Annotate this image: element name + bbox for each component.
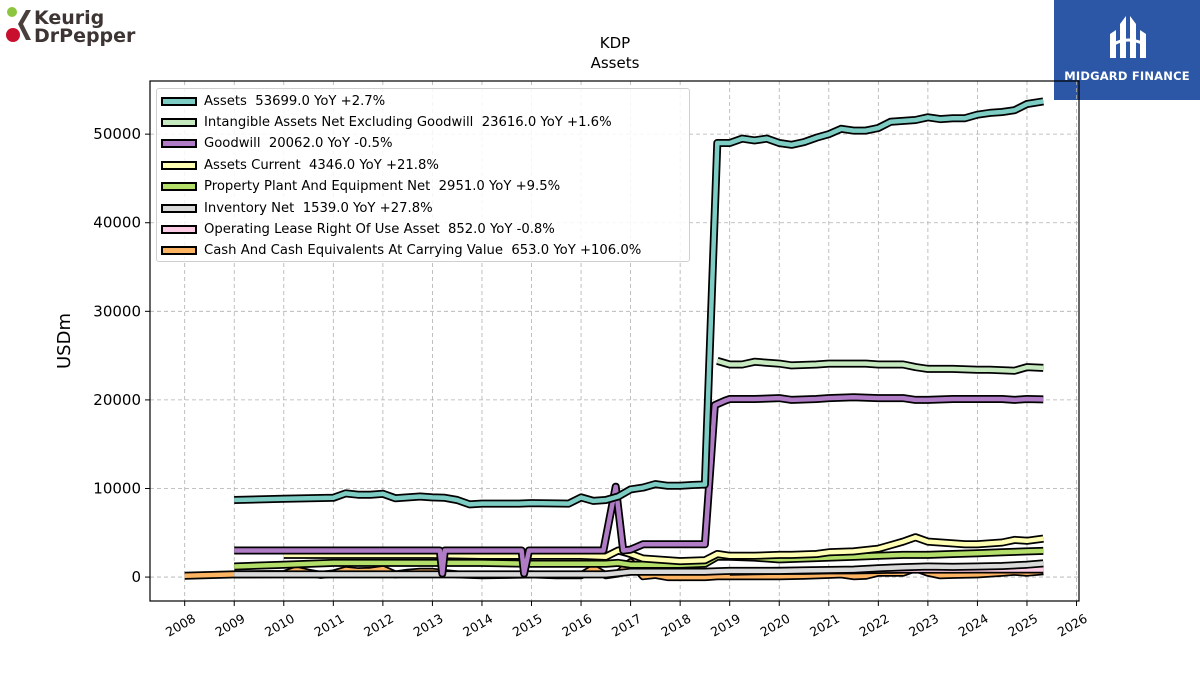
x-tick-label: 2012 xyxy=(361,611,396,640)
legend-item: Goodwill 20062.0 YoY -0.5% xyxy=(161,134,393,154)
y-tick-label: 40000 xyxy=(93,214,141,232)
x-tick-label: 2024 xyxy=(956,611,991,640)
midgard-emblem-icon xyxy=(1110,16,1146,58)
series-lines xyxy=(184,97,1044,582)
legend-swatch xyxy=(161,246,197,256)
x-tick-label: 2022 xyxy=(857,611,892,640)
logo-dot-green xyxy=(7,7,17,17)
x-tick-label: 2009 xyxy=(212,611,247,640)
legend-item: Assets Current 4346.0 YoY +21.8% xyxy=(161,155,439,175)
series-line-intangible-assets-net-excluding-goodwill xyxy=(716,358,1044,373)
series-line-assets xyxy=(234,99,1044,507)
legend-item: Assets 53699.0 YoY +2.7% xyxy=(161,91,385,111)
plot-frame xyxy=(149,80,1080,602)
legend-swatch xyxy=(161,224,197,234)
legend-label: Inventory Net 1539.0 YoY +27.8% xyxy=(204,200,433,216)
legend-label: Property Plant And Equipment Net 2951.0 … xyxy=(204,179,561,195)
y-axis-label: USDm xyxy=(54,313,75,369)
x-tick-label: 2015 xyxy=(510,611,545,640)
x-tick-label: 2008 xyxy=(163,611,198,640)
legend-swatch xyxy=(161,139,197,149)
logo-line1: Keurig xyxy=(34,7,104,29)
x-tick-label: 2016 xyxy=(559,611,594,640)
x-tick-label: 2014 xyxy=(460,611,495,640)
legend-swatch xyxy=(161,203,197,213)
legend-swatch xyxy=(161,117,197,127)
y-tick-label: 50000 xyxy=(93,125,141,143)
chart-title: KDP xyxy=(600,34,630,52)
x-tick-label: 2026 xyxy=(1055,611,1090,640)
x-tick-label: 2010 xyxy=(262,611,297,640)
series-line-goodwill xyxy=(234,395,1044,576)
y-tick-label: 20000 xyxy=(93,391,141,409)
x-tick-label: 2011 xyxy=(312,611,347,640)
legend-label: Operating Lease Right Of Use Asset 852.0… xyxy=(204,221,555,237)
x-tick-label: 2017 xyxy=(609,611,644,640)
x-tick-label: 2013 xyxy=(411,611,446,640)
legend-item: Operating Lease Right Of Use Asset 852.0… xyxy=(161,219,555,239)
legend-item: Intangible Assets Net Excluding Goodwill… xyxy=(161,112,612,132)
x-tick-label: 2019 xyxy=(708,611,743,640)
legend-swatch xyxy=(161,182,197,192)
legend-label: Assets 53699.0 YoY +2.7% xyxy=(204,93,386,109)
logo-chevron xyxy=(18,10,31,40)
legend-label: Cash And Cash Equivalents At Carrying Va… xyxy=(204,243,642,259)
midgard-finance-wordmark: MIDGARD FINANCE xyxy=(1064,69,1190,83)
keurig-dr-pepper-logo: Keurig DrPepper xyxy=(6,7,136,47)
x-tick-label: 2020 xyxy=(757,611,792,640)
legend-item: Property Plant And Equipment Net 2951.0 … xyxy=(161,177,560,197)
x-tick-label: 2023 xyxy=(906,611,941,640)
chart-subtitle: Assets xyxy=(591,54,640,72)
series-line-assets-current xyxy=(283,534,1044,564)
legend-label: Assets Current 4346.0 YoY +21.8% xyxy=(204,157,439,173)
chart-legend: Assets 53699.0 YoY +2.7% Intangible Asset… xyxy=(156,88,690,262)
x-tick-label: 2021 xyxy=(807,611,842,640)
midgard-finance-logo: MIDGARD FINANCE xyxy=(1054,0,1200,100)
series-line-inventory-net xyxy=(234,561,1044,577)
legend-item: Inventory Net 1539.0 YoY +27.8% xyxy=(161,198,433,218)
logo-line2: DrPepper xyxy=(34,25,136,47)
x-tick-label: 2025 xyxy=(1005,611,1040,640)
x-tick-label: 2018 xyxy=(658,611,693,640)
y-tick-label: 0 xyxy=(131,568,141,586)
logo-dot-red xyxy=(6,28,20,42)
legend-swatch xyxy=(161,96,197,106)
legend-item: Cash And Cash Equivalents At Carrying Va… xyxy=(161,241,641,261)
legend-label: Goodwill 20062.0 YoY -0.5% xyxy=(204,136,393,152)
y-tick-label: 10000 xyxy=(93,479,141,497)
legend-label: Intangible Assets Net Excluding Goodwill… xyxy=(204,114,612,130)
y-tick-label: 30000 xyxy=(93,302,141,320)
legend-swatch xyxy=(161,160,197,170)
